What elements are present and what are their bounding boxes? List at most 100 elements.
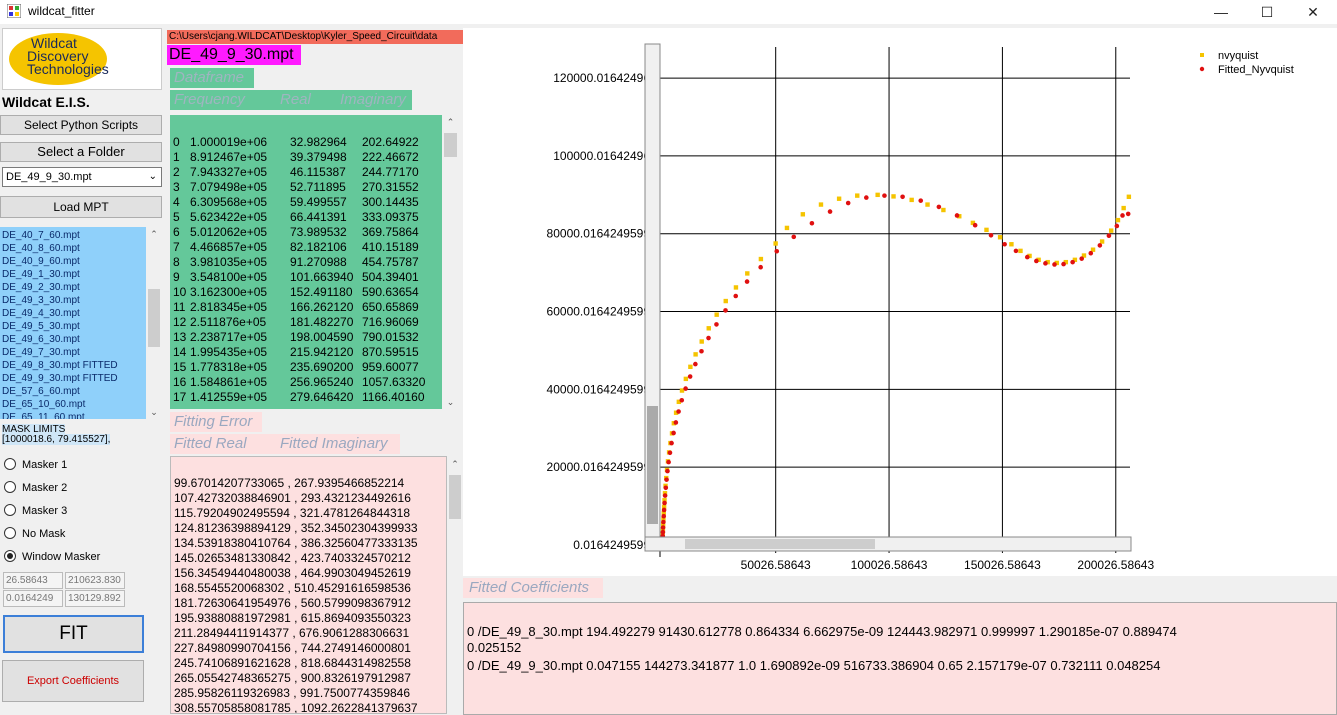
data-point-nvyquist [875, 192, 880, 198]
limit-y-min[interactable]: 0.0164249 [3, 590, 63, 607]
export-coefficients-button[interactable]: Export Coefficients [2, 660, 144, 702]
data-point-fitted-nyvquist [676, 409, 681, 414]
masker-option[interactable]: Masker 3 [4, 504, 67, 517]
data-point-fitted-nyvquist [1002, 241, 1007, 247]
data-point-nvyquist [855, 193, 860, 198]
data-point-fitted-nyvquist [954, 213, 960, 218]
file-select[interactable]: DE_49_9_30.mpt ⌄ [2, 167, 162, 187]
file-list-item[interactable]: DE_49_5_30.mpt [2, 321, 80, 332]
radio-circle-icon[interactable] [4, 527, 16, 539]
data-point-nvyquist [1054, 260, 1059, 266]
dataframe-scrollbar[interactable]: ⌃ ⌄ [442, 115, 459, 409]
data-point-fitted-nyvquist [661, 519, 666, 525]
data-point-nvyquist [706, 326, 711, 331]
list-item: 156.34549440480038 , 464.9903049452619 [174, 566, 411, 580]
column-fitted-imaginary: Fitted Imaginary [280, 435, 388, 452]
file-list-scrollbar[interactable]: ⌃ ⌄ [146, 227, 162, 419]
scroll-thumb[interactable] [444, 133, 457, 157]
data-point-fitted-nyvquist [1088, 250, 1094, 256]
masker-option[interactable]: Masker 2 [4, 481, 67, 494]
y-tick-label: 80000.0164249599 [547, 227, 651, 241]
limit-y-max[interactable]: 130129.892 [65, 590, 125, 607]
data-point-nvyquist [1108, 228, 1114, 233]
masker-option[interactable]: Masker 1 [4, 458, 67, 471]
data-point-nvyquist [1009, 242, 1014, 247]
data-point-nvyquist [970, 220, 976, 226]
list-item: 195.93880881972981 , 615.8694093550323 [174, 611, 411, 625]
file-list-item[interactable]: DE_40_9_60.mpt [2, 256, 80, 267]
file-list-item[interactable]: DE_49_2_30.mpt [2, 282, 80, 293]
data-point-nvyquist [758, 256, 764, 262]
data-point-fitted-nyvquist [723, 308, 728, 313]
close-button[interactable]: ✕ [1307, 4, 1319, 20]
file-list-item[interactable]: DE_49_3_30.mpt [2, 295, 80, 306]
data-point-fitted-nyvquist [1052, 262, 1057, 267]
file-list-item[interactable]: DE_65_10_60.mpt [2, 399, 86, 410]
coefficient-row: 0 /DE_49_8_30.mpt 194.492279 91430.61277… [467, 624, 1177, 639]
select-folder-button[interactable]: Select a Folder [0, 142, 162, 162]
chart-hscroll-thumb[interactable] [685, 539, 875, 549]
scroll-down-icon[interactable]: ⌄ [446, 397, 455, 407]
chart-vscroll-thumb[interactable] [647, 406, 658, 524]
table-cell: 59.499557 [290, 195, 347, 209]
scroll-up-icon[interactable]: ⌃ [150, 229, 158, 239]
list-item: 134.53918380410764 , 386.32560477333135 [174, 536, 418, 550]
table-cell: 4 [173, 195, 180, 209]
list-item: 145.02653481330842 , 423.7403324570212 [174, 551, 411, 565]
table-cell: 5.623422e+05 [190, 210, 268, 224]
masker-option[interactable]: Window Masker [4, 550, 100, 563]
y-tick-label: 60000.0164249599 [547, 305, 651, 319]
file-list[interactable]: DE_40_7_60.mpt DE_40_8_60.mpt DE_40_9_60.m… [0, 227, 146, 419]
scroll-up-icon[interactable]: ⌃ [446, 117, 455, 127]
minimize-button[interactable]: — [1214, 4, 1228, 20]
masker-option-label: Masker 2 [22, 482, 68, 494]
legend-marker [1199, 66, 1205, 72]
table-cell: 7.943327e+05 [190, 165, 268, 179]
load-mpt-button[interactable]: Load MPT [0, 196, 162, 218]
current-file-name: DE_49_9_30.mpt [167, 45, 301, 65]
file-list-item[interactable]: DE_49_4_30.mpt [2, 308, 80, 319]
data-point-nvyquist [1018, 248, 1023, 254]
limit-x-max[interactable]: 210623.830 [65, 572, 125, 589]
file-list-item[interactable]: DE_65_11_60.mpt [2, 412, 85, 419]
radio-circle-icon[interactable] [4, 458, 16, 470]
fitted-values-scrollbar[interactable]: ⌃ [447, 457, 463, 714]
fitted-values-list: 99.67014207733065 , 267.9395466852214 107… [170, 456, 447, 714]
masker-option-label: Window Masker [22, 551, 101, 563]
data-point-fitted-nyvquist [1061, 261, 1066, 267]
file-list-item[interactable]: DE_49_6_30.mpt [2, 334, 80, 345]
mask-limits-title: MASK LIMITS [2, 424, 66, 435]
scroll-thumb[interactable] [148, 289, 160, 347]
select-python-scripts-button[interactable]: Select Python Scripts [0, 115, 162, 135]
radio-circle-icon[interactable] [4, 481, 16, 493]
data-point-fitted-nyvquist [1034, 258, 1039, 264]
file-list-item[interactable]: DE_49_7_30.mpt [2, 347, 80, 358]
data-point-nvyquist [662, 491, 668, 496]
file-list-item[interactable]: DE_49_9_30.mpt FITTED [2, 373, 118, 384]
scroll-up-icon[interactable]: ⌃ [451, 459, 459, 469]
radio-circle-icon[interactable] [4, 504, 16, 516]
list-item: 245.74106891621628 , 818.6844314982558 [174, 656, 411, 670]
legend-label: nvyquist [1218, 50, 1258, 62]
data-point-nvyquist [1126, 194, 1132, 199]
scroll-thumb[interactable] [449, 475, 461, 519]
file-list-item[interactable]: DE_40_7_60.mpt [2, 230, 80, 241]
table-cell: 7.079498e+05 [190, 180, 268, 194]
file-list-item[interactable]: DE_49_8_30.mpt FITTED [2, 360, 118, 371]
dataframe-table: 0 1.000019e+06 32.982964 202.64922 1 8.912467… [170, 115, 442, 409]
file-list-item[interactable]: DE_49_1_30.mpt [2, 269, 80, 280]
masker-option-label: Masker 3 [22, 505, 68, 517]
data-point-fitted-nyvquist [988, 233, 994, 238]
fit-button[interactable]: FIT [3, 615, 144, 653]
logo-line-1: Wildcat [31, 35, 77, 51]
data-point-nvyquist [1036, 257, 1041, 263]
radio-circle-icon[interactable] [4, 550, 16, 562]
scroll-down-icon[interactable]: ⌄ [150, 407, 158, 417]
maximize-button[interactable]: ☐ [1260, 4, 1274, 20]
table-cell: 15 [173, 360, 187, 374]
file-list-item[interactable]: DE_57_6_60.mpt [2, 386, 80, 397]
limit-x-min[interactable]: 26.58643 [3, 572, 63, 589]
file-list-item[interactable]: DE_40_8_60.mpt [2, 243, 80, 254]
masker-option[interactable]: No Mask [4, 527, 65, 540]
data-point-fitted-nyvquist [664, 477, 669, 482]
